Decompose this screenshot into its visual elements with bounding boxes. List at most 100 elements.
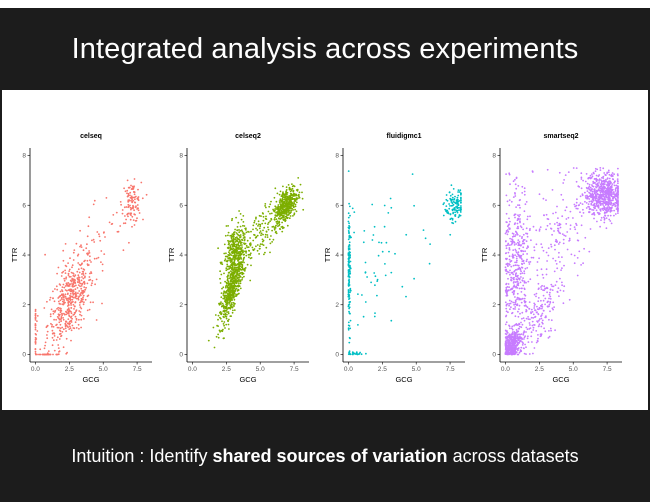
data-point [62, 270, 65, 273]
data-point [269, 212, 271, 215]
data-point [515, 176, 518, 179]
data-point [129, 204, 131, 207]
data-point [449, 233, 452, 236]
data-point [127, 201, 130, 203]
data-point [522, 253, 525, 256]
data-point [216, 324, 219, 327]
data-point [583, 247, 585, 250]
data-point [87, 294, 90, 297]
data-point [243, 233, 246, 235]
data-point [582, 212, 585, 214]
data-point [550, 329, 552, 332]
data-point [271, 226, 274, 228]
data-point [241, 278, 243, 281]
data-point [226, 263, 229, 266]
data-point [228, 303, 231, 305]
data-point [523, 210, 526, 213]
data-point [85, 247, 88, 250]
data-point [596, 190, 598, 192]
data-point [575, 207, 578, 210]
data-point [88, 279, 90, 282]
data-point [286, 199, 288, 202]
data-point [77, 323, 80, 326]
data-point [220, 273, 223, 276]
data-point [534, 316, 536, 319]
data-point [225, 286, 227, 289]
y-axis-title: TTR [167, 247, 176, 262]
data-point [121, 212, 124, 215]
data-point [608, 218, 611, 221]
x-axis-title: GCG [395, 375, 412, 384]
data-point [269, 242, 272, 245]
data-point [541, 246, 544, 249]
data-point [589, 193, 592, 196]
data-point [507, 311, 509, 314]
data-point [515, 351, 518, 353]
data-point [617, 187, 619, 190]
data-point [612, 199, 614, 202]
data-point [584, 191, 586, 194]
data-point [249, 254, 252, 256]
data-point [532, 313, 535, 316]
data-point [242, 260, 245, 262]
data-point [57, 300, 60, 303]
data-point [570, 253, 573, 256]
data-point [218, 329, 221, 332]
data-point [514, 331, 516, 334]
data-point [239, 287, 242, 290]
data-point [348, 254, 350, 257]
data-point [595, 191, 597, 194]
data-point [215, 335, 218, 338]
data-point [504, 301, 507, 304]
data-point [57, 266, 60, 269]
data-point [527, 280, 530, 283]
data-point [505, 244, 508, 247]
data-point [535, 292, 538, 295]
data-point [514, 299, 517, 302]
data-point [457, 204, 460, 207]
data-point [231, 306, 234, 309]
data-point [599, 210, 602, 212]
data-point [99, 239, 102, 242]
data-point [294, 208, 296, 211]
data-point [520, 270, 522, 273]
data-point [538, 318, 541, 320]
data-point [53, 300, 56, 303]
data-point [573, 203, 576, 206]
data-point [80, 287, 83, 290]
data-point [523, 338, 525, 340]
data-point [561, 233, 564, 236]
data-point [452, 188, 455, 190]
data-point [505, 314, 508, 317]
data-point [233, 298, 236, 301]
data-point [449, 198, 452, 201]
data-point [587, 177, 590, 179]
data-point [231, 280, 234, 283]
data-point [615, 184, 618, 187]
data-point [522, 239, 525, 241]
data-point [73, 249, 76, 252]
data-point [274, 208, 277, 210]
data-point [512, 273, 515, 276]
data-point [540, 325, 543, 328]
data-point [516, 259, 518, 262]
data-point [270, 217, 273, 220]
data-point [237, 252, 240, 255]
data-point [529, 327, 532, 329]
data-point [280, 217, 283, 220]
data-point [575, 224, 578, 227]
data-point [602, 204, 605, 206]
data-point [611, 193, 614, 195]
data-point [526, 235, 529, 238]
data-point [52, 290, 54, 293]
data-point [521, 311, 524, 314]
data-point [523, 187, 526, 190]
data-point [595, 209, 598, 212]
data-point [227, 290, 230, 293]
data-point [34, 312, 37, 315]
data-point [516, 298, 518, 301]
data-point [599, 167, 602, 169]
data-point [63, 286, 66, 289]
data-point [60, 335, 62, 338]
